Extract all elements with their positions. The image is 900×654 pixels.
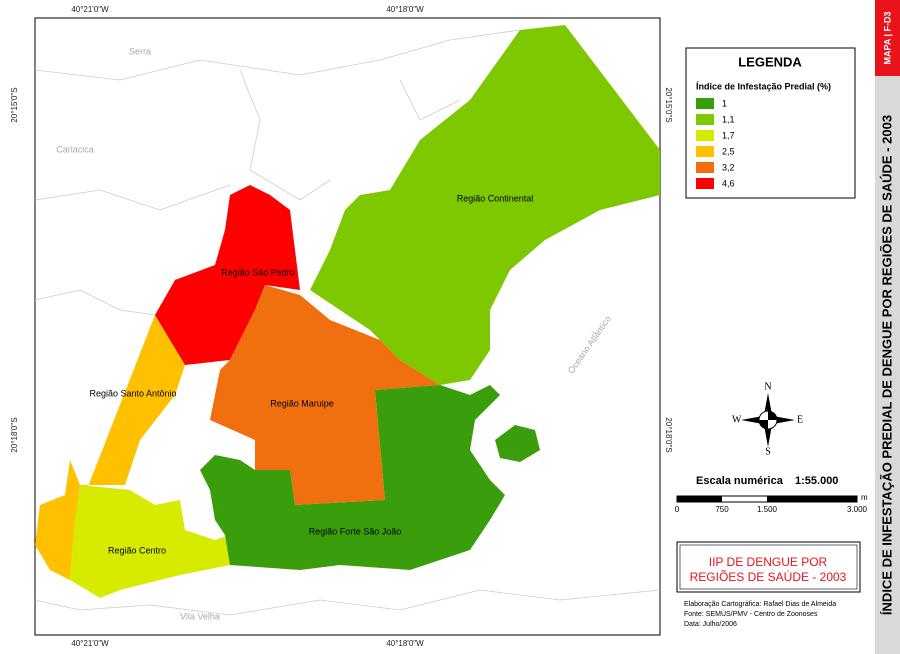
legend-label: 3,2 (722, 162, 735, 172)
legend-swatch (696, 178, 714, 189)
credit: Fonte: SEMUS/PMV - Centro de Zoonoses (684, 611, 818, 618)
longitude-label: 40°18'0"W (386, 639, 424, 648)
scale-tick-label: 0 (675, 505, 680, 514)
compass-s: S (765, 446, 771, 457)
title-line: IIP DE DENGUE POR (709, 555, 828, 569)
region-area (200, 385, 505, 570)
legend-swatch (696, 146, 714, 157)
legend-label: 2,5 (722, 146, 735, 156)
region-label: Região Continental (457, 193, 534, 203)
longitude-label: 40°18'0"W (386, 5, 424, 14)
compass-e: E (797, 414, 803, 425)
region-area (70, 485, 230, 598)
legend-label: 1,7 (722, 130, 735, 140)
region-label: Região Centro (108, 545, 166, 555)
latitude-label: 20°18'0"S (664, 417, 673, 452)
legend-swatch (696, 130, 714, 141)
scale-bar (676, 495, 858, 503)
region-area (35, 315, 185, 580)
latitude-label: 20°15'0"S (664, 87, 673, 122)
region-label: Região São Pedro (221, 267, 295, 277)
longitude-label: 40°21'0"W (71, 5, 109, 14)
longitude-label: 40°21'0"W (71, 639, 109, 648)
scale-title: Escala numérica (696, 475, 784, 487)
credit: Data: Julho/2006 (684, 621, 737, 628)
scale-tick-label: 3.000 (847, 505, 868, 514)
legend-items: 1 1,1 1,7 2,5 3,2 4,6 (696, 98, 735, 189)
legend-swatch (696, 162, 714, 173)
place-label: Serra (129, 46, 151, 56)
title-line: REGIÕES DE SAÚDE - 2003 (690, 569, 847, 584)
legend-subtitle: Índice de Infestação Predial (%) (696, 81, 831, 91)
compass-w: W (732, 414, 742, 425)
coastlines (34, 29, 661, 616)
region-area (155, 185, 300, 365)
scale-ratio: 1:55.000 (795, 475, 838, 487)
region-label: Região Maruipe (270, 398, 334, 408)
legend-label: 4,6 (722, 178, 735, 188)
legend-swatch (696, 114, 714, 125)
scale-unit: m (861, 493, 868, 502)
compass-n: N (764, 381, 771, 392)
credit: Elaboração Cartográfica: Rafael Dias de … (684, 601, 836, 608)
scale-tick-label: 750 (715, 505, 729, 514)
legend-label: 1 (722, 98, 727, 108)
legend-title: LEGENDA (738, 54, 802, 69)
latitude-label: 20°18'0"S (10, 417, 19, 452)
latitude-label: 20°15'0"S (10, 87, 19, 122)
region-label: Região Santo Antônio (89, 388, 176, 398)
place-label: Vila Velha (180, 611, 220, 621)
side-title-box (875, 76, 900, 654)
legend-label: 1,1 (722, 114, 735, 124)
legend-swatch (696, 98, 714, 109)
place-label: Cariacica (56, 144, 94, 154)
region-area (310, 25, 660, 385)
island (495, 425, 540, 462)
scale-tick-label: 1.500 (757, 505, 778, 514)
compass-rose (741, 393, 795, 447)
region-area (210, 285, 440, 505)
side-title: ÍNDICE DE INFESTAÇÃO PREDIAL DE DENGUE P… (879, 115, 894, 615)
side-code-box (875, 0, 900, 76)
region-label: Região Forte São João (309, 526, 402, 536)
title-box (676, 541, 861, 593)
side-code: MAPA | F-D3 (882, 11, 892, 64)
legend-box (685, 47, 856, 199)
